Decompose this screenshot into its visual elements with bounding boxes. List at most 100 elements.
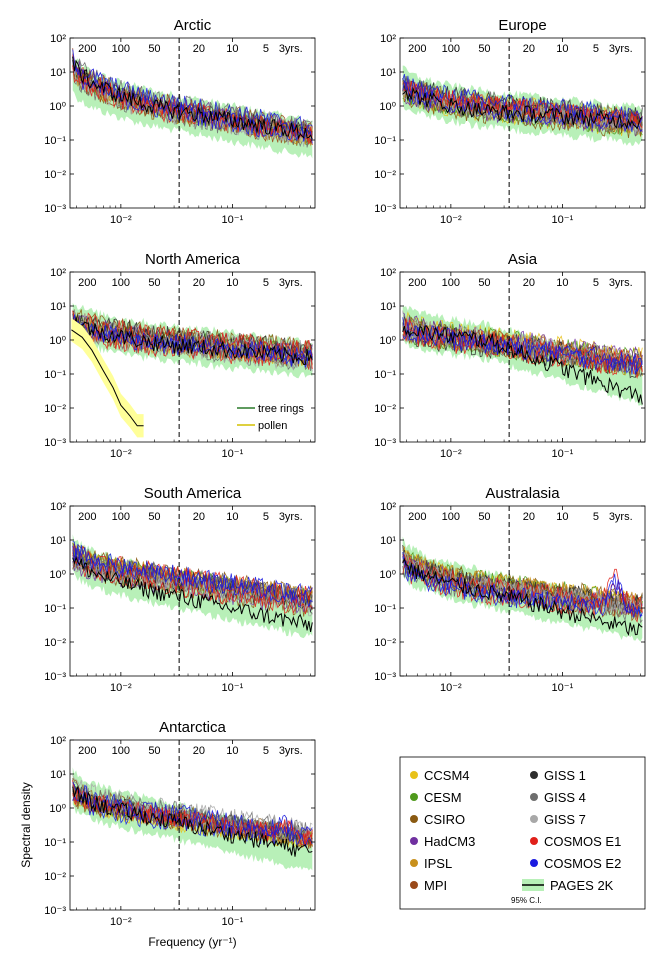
y-tick-label: 10¹ [50, 535, 66, 547]
axes-frame [399, 37, 646, 209]
series-cosmos-e2 [402, 557, 643, 618]
y-tick-label: 10² [380, 501, 396, 513]
period-label: 20 [193, 277, 205, 289]
series-cosmos-e2 [72, 49, 313, 134]
x-tick-label: 10⁻² [110, 214, 132, 226]
legend-label: GISS 7 [544, 812, 586, 827]
y-tick-label: 10² [50, 735, 66, 747]
y-tick-label: 10⁻² [44, 169, 66, 181]
period-label: 50 [478, 511, 490, 523]
legend-label: CESM [424, 790, 462, 805]
x-tick-label: 10⁻² [110, 682, 132, 694]
y-tick-label: 10¹ [50, 67, 66, 79]
y-tick-label: 10⁻¹ [44, 837, 66, 849]
period-label: 10 [226, 277, 238, 289]
period-label: 100 [112, 277, 130, 289]
axes-frame [69, 37, 316, 209]
y-tick-label: 10⁰ [49, 569, 66, 581]
series-cosmos-e2 [402, 73, 643, 124]
y-tick-label: 10⁻¹ [44, 369, 66, 381]
series-pages-2k [72, 555, 313, 632]
legend-label: GISS 1 [544, 768, 586, 783]
period-label: 3yrs. [279, 745, 303, 757]
period-label: 200 [78, 277, 96, 289]
legend-marker [410, 837, 418, 845]
legend-marker [530, 859, 538, 867]
series-pages-2k [402, 86, 643, 130]
series-cosmos-e1 [72, 65, 313, 146]
series-cosmos-e2 [402, 326, 643, 375]
period-label: 5 [593, 511, 599, 523]
y-axis-label: Spectral density [19, 782, 33, 867]
x-tick-label: 10⁻¹ [552, 448, 574, 460]
period-label: 20 [523, 277, 535, 289]
y-tick-label: 10⁻³ [44, 671, 66, 683]
period-label: 100 [112, 745, 130, 757]
legend-label: MPI [424, 878, 447, 893]
plot-area [402, 305, 643, 407]
series-pollen [71, 329, 144, 427]
legend-label: PAGES 2K [550, 878, 614, 893]
series-pages-2k [402, 557, 643, 637]
period-label: 50 [148, 511, 160, 523]
period-label: 50 [148, 43, 160, 55]
legend-label: GISS 4 [544, 790, 586, 805]
period-label: 3yrs. [279, 43, 303, 55]
panel-title: North America [145, 251, 241, 268]
period-label: 100 [442, 277, 460, 289]
period-label: 100 [442, 43, 460, 55]
y-tick-label: 10⁻¹ [44, 135, 66, 147]
y-tick-label: 10⁰ [49, 101, 66, 113]
legend-marker [530, 815, 538, 823]
y-tick-label: 10⁰ [379, 569, 396, 581]
axes-frame [69, 739, 316, 911]
period-label: 3yrs. [609, 511, 633, 523]
period-label: 50 [148, 277, 160, 289]
series-pages-2k [72, 784, 313, 857]
panel-arctic: Arctic 10⁻³ 10⁻² 10⁻¹ 10⁰ 10¹ 10² 10⁻² 10⁻¹ 200 10… [44, 17, 316, 226]
y-tick-label: 10⁻² [44, 871, 66, 883]
period-label: 10 [226, 43, 238, 55]
period-label: 3yrs. [609, 43, 633, 55]
period-label: 200 [78, 745, 96, 757]
period-label: 10 [226, 511, 238, 523]
panel-title: South America [144, 485, 242, 502]
series-cosmos-e1 [72, 543, 313, 604]
y-tick-label: 10⁻¹ [374, 369, 396, 381]
period-label: 5 [593, 43, 599, 55]
panel-south-america: South America 10⁻³ 10⁻² 10⁻¹ 10⁰ 10¹ 10² 10⁻² 10… [44, 485, 316, 694]
panel-australasia: Australasia 10⁻³ 10⁻² 10⁻¹ 10⁰ 10¹ 10² 10⁻² 10⁻¹… [374, 485, 646, 694]
legend-label: HadCM3 [424, 834, 475, 849]
legend-ci-label: 95% C.I. [511, 896, 542, 905]
series-cosmos-e2 [72, 545, 313, 609]
period-label: 200 [78, 43, 96, 55]
y-tick-label: 10⁰ [379, 335, 396, 347]
x-axis-label: Frequency (yr⁻¹) [148, 935, 236, 949]
plot-area [72, 534, 313, 639]
axes-frame [69, 505, 316, 677]
axes-frame [399, 271, 646, 443]
plot-area [402, 65, 643, 147]
legend-label: IPSL [424, 856, 452, 871]
x-tick-label: 10⁻¹ [222, 682, 244, 694]
y-tick-label: 10⁻³ [44, 905, 66, 917]
x-tick-label: 10⁻¹ [222, 448, 244, 460]
period-label: 20 [193, 43, 205, 55]
period-label: 5 [263, 43, 269, 55]
period-label: 20 [193, 511, 205, 523]
panel-title: Australasia [485, 485, 560, 502]
legend-marker [530, 793, 538, 801]
period-label: 100 [112, 511, 130, 523]
period-label: 5 [263, 277, 269, 289]
y-tick-label: 10⁻² [374, 403, 396, 415]
period-label: 50 [478, 43, 490, 55]
y-tick-label: 10⁻¹ [374, 135, 396, 147]
plot-area [71, 303, 313, 438]
period-label: 3yrs. [279, 277, 303, 289]
period-label: 50 [478, 277, 490, 289]
y-tick-label: 10¹ [50, 769, 66, 781]
y-tick-label: 10⁻³ [374, 671, 396, 683]
x-tick-label: 10⁻² [440, 214, 462, 226]
period-label: 10 [556, 43, 568, 55]
